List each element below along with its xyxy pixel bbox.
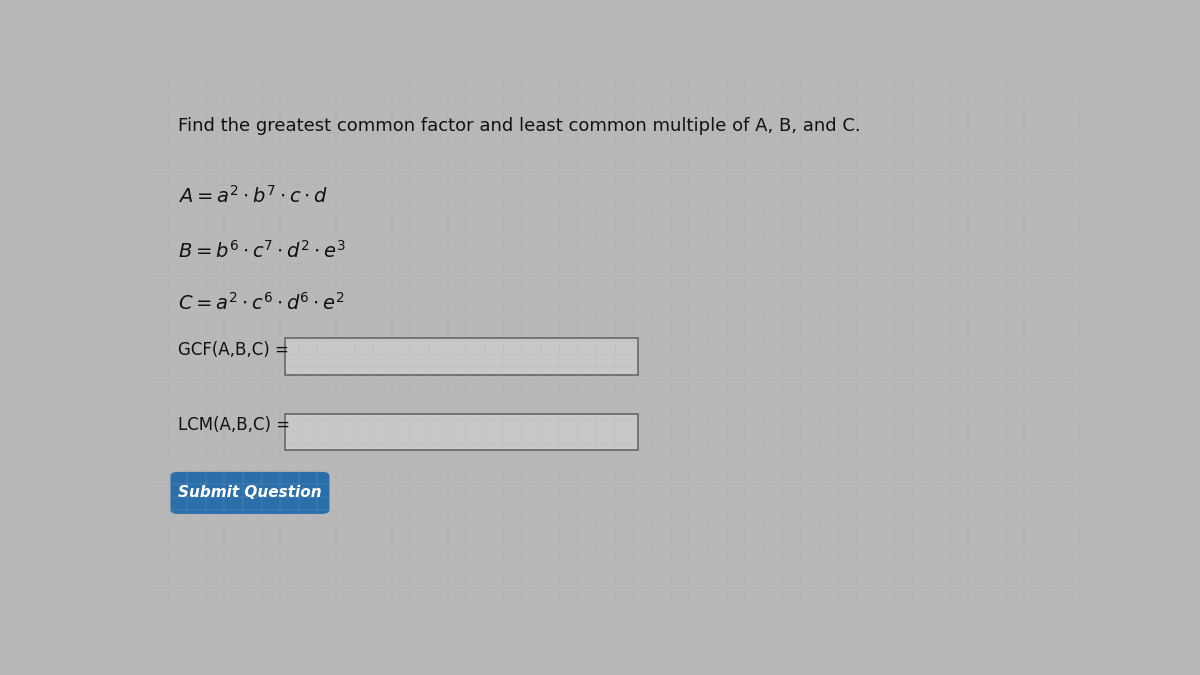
Text: LCM(A,B,C) =: LCM(A,B,C) = [178, 416, 290, 434]
Text: $B = b^6 \cdot c^7 \cdot d^2 \cdot e^3$: $B = b^6 \cdot c^7 \cdot d^2 \cdot e^3$ [178, 240, 346, 261]
Text: GCF(A,B,C) =: GCF(A,B,C) = [178, 341, 289, 359]
Text: $C = a^2 \cdot c^6 \cdot d^6 \cdot e^2$: $C = a^2 \cdot c^6 \cdot d^6 \cdot e^2$ [178, 292, 344, 313]
FancyBboxPatch shape [284, 414, 638, 450]
Text: Submit Question: Submit Question [178, 485, 322, 500]
Text: $A = a^2 \cdot b^7 \cdot c \cdot d$: $A = a^2 \cdot b^7 \cdot c \cdot d$ [178, 185, 328, 207]
FancyBboxPatch shape [284, 338, 638, 375]
Text: Find the greatest common factor and least common multiple of A, B, and C.: Find the greatest common factor and leas… [178, 117, 860, 136]
FancyBboxPatch shape [170, 472, 330, 514]
